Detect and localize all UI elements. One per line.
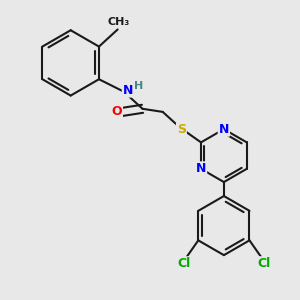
- Text: CH₃: CH₃: [107, 17, 129, 27]
- Text: O: O: [111, 105, 122, 119]
- Text: N: N: [219, 123, 229, 136]
- Text: Cl: Cl: [177, 257, 190, 270]
- Text: Cl: Cl: [257, 257, 271, 270]
- Text: N: N: [196, 162, 206, 175]
- Text: N: N: [123, 84, 133, 97]
- Text: S: S: [177, 123, 186, 136]
- Text: H: H: [134, 81, 143, 91]
